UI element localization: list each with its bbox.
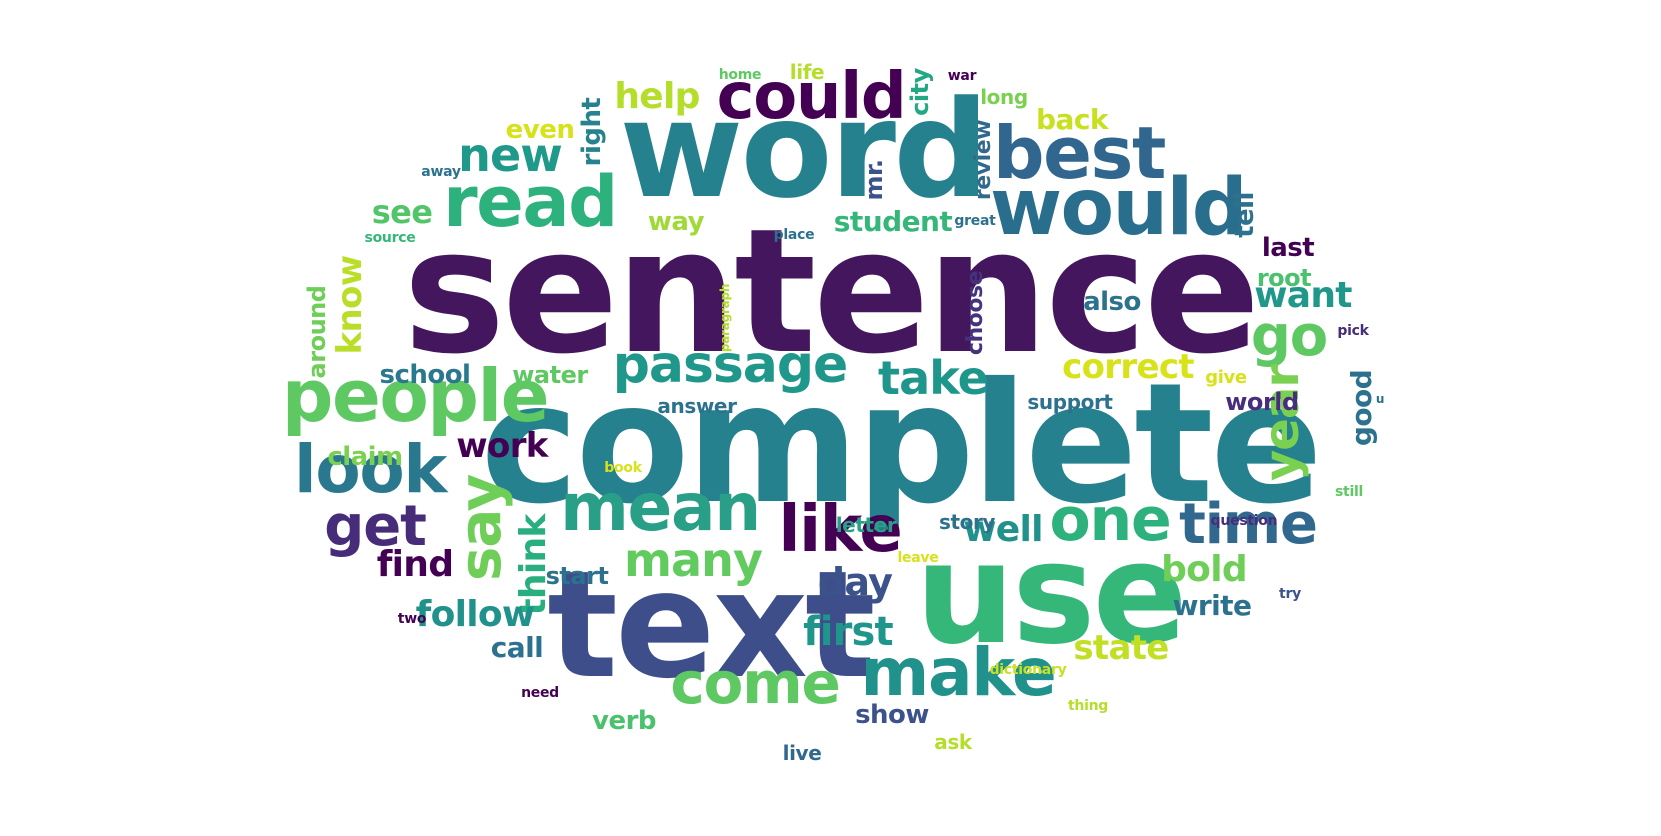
word-correct: correct — [1062, 347, 1194, 387]
word-world: world — [1225, 388, 1299, 416]
word-many: many — [623, 533, 763, 587]
word-help: help — [614, 76, 700, 117]
word-answer: answer — [657, 394, 737, 418]
word-last: last — [1261, 233, 1315, 263]
word-come: come — [670, 649, 841, 717]
word-state: state — [1073, 628, 1169, 668]
word-war: war — [947, 68, 977, 84]
word-tell: tell — [1230, 192, 1260, 238]
word-away: away — [421, 164, 461, 180]
word-start: start — [545, 562, 609, 590]
word-read: read — [443, 161, 618, 243]
word-well: well — [963, 509, 1043, 550]
word-time: time — [1179, 492, 1318, 557]
word-home: home — [718, 67, 762, 83]
word-water: water — [512, 361, 588, 389]
word-give: give — [1205, 367, 1247, 388]
word-people: people — [281, 354, 550, 438]
word-even: even — [505, 115, 575, 145]
word-live: live — [782, 741, 822, 765]
word-thing: thing — [1067, 698, 1109, 714]
word-long: long — [980, 85, 1028, 109]
word-letter: letter — [835, 513, 897, 537]
word-show: show — [855, 700, 929, 730]
word-place: place — [773, 227, 815, 243]
word-u: u — [1375, 392, 1385, 406]
word-first: first — [803, 609, 894, 655]
word-take: take — [878, 351, 989, 405]
word-city: city — [906, 68, 934, 116]
word-look: look — [294, 431, 447, 508]
word-pick: pick — [1337, 323, 1369, 339]
word-bold: bold — [1161, 549, 1247, 590]
word-review: review — [971, 119, 996, 201]
word-know: know — [330, 255, 370, 355]
word-day: day — [817, 560, 893, 604]
word-text: text — [547, 539, 875, 711]
word-student: student — [833, 205, 953, 238]
word-could: could — [716, 60, 907, 134]
word-call: call — [490, 631, 544, 664]
word-make: make — [860, 634, 1057, 711]
word-year: year — [1254, 364, 1310, 482]
word-get: get — [324, 494, 427, 559]
word-leave: leave — [897, 550, 939, 566]
word-question: question — [1210, 513, 1278, 529]
word-word: word — [619, 72, 989, 228]
word-need: need — [521, 685, 559, 701]
word-good: good — [1345, 369, 1378, 447]
word-passage: passage — [612, 335, 849, 395]
word-source: source — [364, 230, 416, 246]
word-new: new — [458, 128, 563, 182]
word-around: around — [303, 285, 331, 379]
word-two: two — [397, 611, 427, 627]
word-work: work — [456, 426, 548, 466]
word-right: right — [577, 97, 607, 167]
word-school: school — [379, 360, 471, 390]
word-way: way — [647, 207, 705, 237]
word-would: would — [990, 163, 1248, 253]
word-root: root — [1256, 264, 1312, 292]
word-support: support — [1027, 390, 1113, 414]
word-dictionary: dictionary — [989, 662, 1067, 678]
word-story: story — [938, 510, 996, 534]
word-use: use — [915, 513, 1187, 676]
word-best: best — [993, 111, 1166, 195]
word-back: back — [1036, 103, 1108, 136]
word-see: see — [371, 193, 433, 231]
word-claim: claim — [327, 442, 403, 472]
word-find: find — [376, 544, 454, 585]
word-choose: choose — [963, 270, 988, 356]
word-mr.: mr. — [860, 159, 888, 201]
word-great: great — [954, 213, 996, 229]
word-ask: ask — [934, 730, 972, 754]
word-like: like — [778, 493, 902, 567]
word-also: also — [1083, 287, 1141, 317]
word-book: book — [604, 460, 642, 476]
word-want: want — [1254, 275, 1352, 316]
word-one: one — [1049, 485, 1171, 555]
word-life: life — [789, 60, 825, 84]
word-paragraph: paragraph — [718, 283, 732, 353]
word-still: still — [1334, 484, 1364, 500]
word-try: try — [1279, 586, 1301, 602]
word-say: say — [446, 474, 514, 582]
word-sentence: sentence — [403, 191, 1260, 392]
word-go: go — [1250, 304, 1328, 369]
word-write: write — [1172, 589, 1252, 622]
word-mean: mean — [560, 469, 761, 546]
word-verb: verb — [592, 706, 656, 736]
word-complete: complete — [480, 348, 1322, 541]
word-follow: follow — [415, 594, 535, 635]
